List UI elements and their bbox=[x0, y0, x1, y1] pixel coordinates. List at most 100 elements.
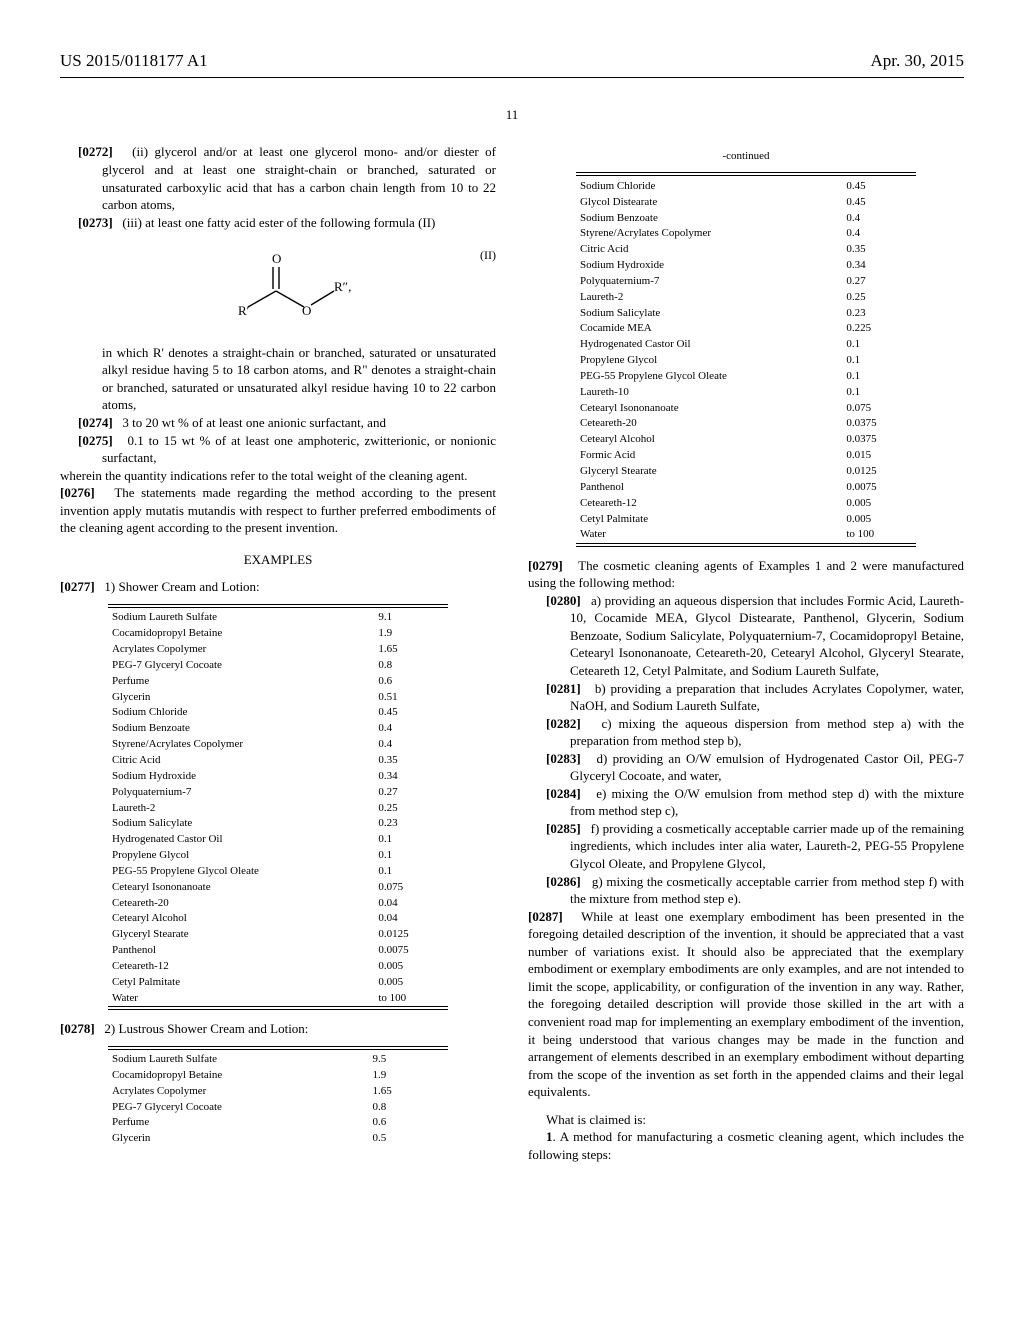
ingredient-name: PEG-55 Propylene Glycol Oleate bbox=[108, 863, 348, 879]
ingredient-name: PEG-55 Propylene Glycol Oleate bbox=[576, 368, 816, 384]
table-row: Styrene/Acrylates Copolymer0.4 bbox=[576, 226, 916, 242]
formula-followup: in which R' denotes a straight-chain or … bbox=[60, 344, 496, 414]
ingredient-name: Glycerin bbox=[108, 689, 348, 705]
ingredient-name: Glyceryl Stearate bbox=[576, 464, 816, 480]
ingredient-name: Cocamidopropyl Betaine bbox=[108, 1067, 343, 1083]
ingredient-name: Glyceryl Stearate bbox=[108, 927, 348, 943]
ingredient-name: Laureth-2 bbox=[576, 289, 816, 305]
ingredient-name: Perfume bbox=[108, 1115, 343, 1131]
ingredient-name: Styrene/Acrylates Copolymer bbox=[576, 226, 816, 242]
ingredient-name: Cetearyl Isononanoate bbox=[108, 879, 348, 895]
ingredient-value: 1.65 bbox=[348, 642, 448, 658]
table-row: Perfume0.6 bbox=[108, 1115, 448, 1131]
table-row: Cetearyl Alcohol0.04 bbox=[108, 911, 448, 927]
ingredient-name: Ceteareth-20 bbox=[108, 895, 348, 911]
ingredient-value: 0.8 bbox=[348, 657, 448, 673]
ingredient-name: Cetyl Palmitate bbox=[576, 511, 816, 527]
table-row: Ceteareth-200.04 bbox=[108, 895, 448, 911]
table-row: Laureth-20.25 bbox=[108, 800, 448, 816]
ingredient-name: PEG-7 Glyceryl Cocoate bbox=[108, 1099, 343, 1115]
ingredient-value: 1.9 bbox=[342, 1067, 448, 1083]
ingredient-name: Cetearyl Isononanoate bbox=[576, 400, 816, 416]
table-example-2-part1: Sodium Laureth Sulfate9.5Cocamidopropyl … bbox=[108, 1046, 448, 1147]
table-row: Cocamide MEA0.225 bbox=[576, 321, 916, 337]
para-0275: [0275] 0.1 to 15 wt % of at least one am… bbox=[60, 432, 496, 467]
table-row: Waterto 100 bbox=[576, 527, 916, 543]
ingredient-value: 0.0375 bbox=[816, 432, 916, 448]
para-0277: [0277] 1) Shower Cream and Lotion: bbox=[60, 578, 496, 596]
svg-text:R′: R′ bbox=[238, 303, 250, 318]
para-0284: [0284] e) mixing the O/W emulsion from m… bbox=[528, 785, 964, 820]
table-row: Sodium Chloride0.45 bbox=[108, 705, 448, 721]
ingredient-value: 0.23 bbox=[816, 305, 916, 321]
table1-body: Sodium Laureth Sulfate9.1Cocamidopropyl … bbox=[108, 610, 448, 1007]
table-row: Glycerin0.5 bbox=[108, 1131, 448, 1147]
table-row: Panthenol0.0075 bbox=[576, 479, 916, 495]
formula-label: (II) bbox=[480, 247, 496, 263]
ingredient-name: Sodium Hydroxide bbox=[108, 768, 348, 784]
ingredient-name: Glycerin bbox=[108, 1131, 343, 1147]
ingredient-name: Styrene/Acrylates Copolymer bbox=[108, 737, 348, 753]
table2cont-body: Sodium Chloride0.45Glycol Distearate0.45… bbox=[576, 178, 916, 543]
table-row: Ceteareth-120.005 bbox=[576, 495, 916, 511]
table-row: Cetearyl Alcohol0.0375 bbox=[576, 432, 916, 448]
ingredient-name: Cocamidopropyl Betaine bbox=[108, 626, 348, 642]
ingredient-value: 0.4 bbox=[816, 210, 916, 226]
ingredient-value: 0.0075 bbox=[348, 943, 448, 959]
ingredient-name: Sodium Hydroxide bbox=[576, 258, 816, 274]
table-row: PEG-7 Glyceryl Cocoate0.8 bbox=[108, 1099, 448, 1115]
ingredient-value: 0.1 bbox=[816, 353, 916, 369]
table-row: Sodium Laureth Sulfate9.1 bbox=[108, 610, 448, 626]
para-0282: [0282] c) mixing the aqueous dispersion … bbox=[528, 715, 964, 750]
ingredient-value: to 100 bbox=[348, 990, 448, 1006]
ingredient-value: 0.0125 bbox=[348, 927, 448, 943]
table-row: Sodium Benzoate0.4 bbox=[108, 721, 448, 737]
ingredient-name: Panthenol bbox=[108, 943, 348, 959]
ingredient-name: Sodium Laureth Sulfate bbox=[108, 610, 348, 626]
ingredient-name: Panthenol bbox=[576, 479, 816, 495]
ingredient-value: 0.34 bbox=[816, 258, 916, 274]
table-row: Cetearyl Isononanoate0.075 bbox=[576, 400, 916, 416]
table-row: Sodium Hydroxide0.34 bbox=[576, 258, 916, 274]
ingredient-name: Acrylates Copolymer bbox=[108, 1083, 343, 1099]
wherein-clause: wherein the quantity indications refer t… bbox=[60, 467, 496, 485]
ingredient-value: 0.45 bbox=[348, 705, 448, 721]
ingredient-value: 0.25 bbox=[816, 289, 916, 305]
ingredient-value: 0.04 bbox=[348, 911, 448, 927]
table-row: PEG-55 Propylene Glycol Oleate0.1 bbox=[108, 863, 448, 879]
table-row: Glyceryl Stearate0.0125 bbox=[576, 464, 916, 480]
para-0281: [0281] b) providing a preparation that i… bbox=[528, 680, 964, 715]
page-header: US 2015/0118177 A1 Apr. 30, 2015 bbox=[60, 50, 964, 78]
ingredient-value: 0.23 bbox=[348, 816, 448, 832]
table-row: Glycerin0.51 bbox=[108, 689, 448, 705]
para-0287: [0287] While at least one exemplary embo… bbox=[528, 908, 964, 1101]
ingredient-value: 1.65 bbox=[342, 1083, 448, 1099]
ingredient-value: 0.015 bbox=[816, 448, 916, 464]
table-row: Hydrogenated Castor Oil0.1 bbox=[576, 337, 916, 353]
page-number: 11 bbox=[60, 106, 964, 124]
ingredient-name: Sodium Salicylate bbox=[108, 816, 348, 832]
ingredient-name: PEG-7 Glyceryl Cocoate bbox=[108, 657, 348, 673]
ingredient-value: to 100 bbox=[816, 527, 916, 543]
para-0273: [0273] (iii) at least one fatty acid est… bbox=[60, 214, 496, 232]
ingredient-value: 0.1 bbox=[348, 848, 448, 864]
ingredient-value: 0.0125 bbox=[816, 464, 916, 480]
table-row: Acrylates Copolymer1.65 bbox=[108, 642, 448, 658]
ingredient-name: Acrylates Copolymer bbox=[108, 642, 348, 658]
ingredient-name: Ceteareth-12 bbox=[108, 958, 348, 974]
ingredient-name: Water bbox=[576, 527, 816, 543]
table-row: Cetearyl Isononanoate0.075 bbox=[108, 879, 448, 895]
ingredient-name: Water bbox=[108, 990, 348, 1006]
ingredient-name: Glycol Distearate bbox=[576, 194, 816, 210]
para-0283: [0283] d) providing an O/W emulsion of H… bbox=[528, 750, 964, 785]
svg-text:O: O bbox=[272, 251, 281, 266]
claim-1: 1. A method for manufacturing a cosmetic… bbox=[528, 1128, 964, 1163]
ingredient-value: 0.25 bbox=[348, 800, 448, 816]
formula-ii: (II) R′ O O R″, bbox=[60, 247, 496, 332]
ingredient-name: Propylene Glycol bbox=[576, 353, 816, 369]
ingredient-name: Ceteareth-12 bbox=[576, 495, 816, 511]
ingredient-value: 0.6 bbox=[348, 673, 448, 689]
ingredient-value: 0.35 bbox=[816, 242, 916, 258]
table-row: Sodium Salicylate0.23 bbox=[108, 816, 448, 832]
ingredient-value: 0.34 bbox=[348, 768, 448, 784]
